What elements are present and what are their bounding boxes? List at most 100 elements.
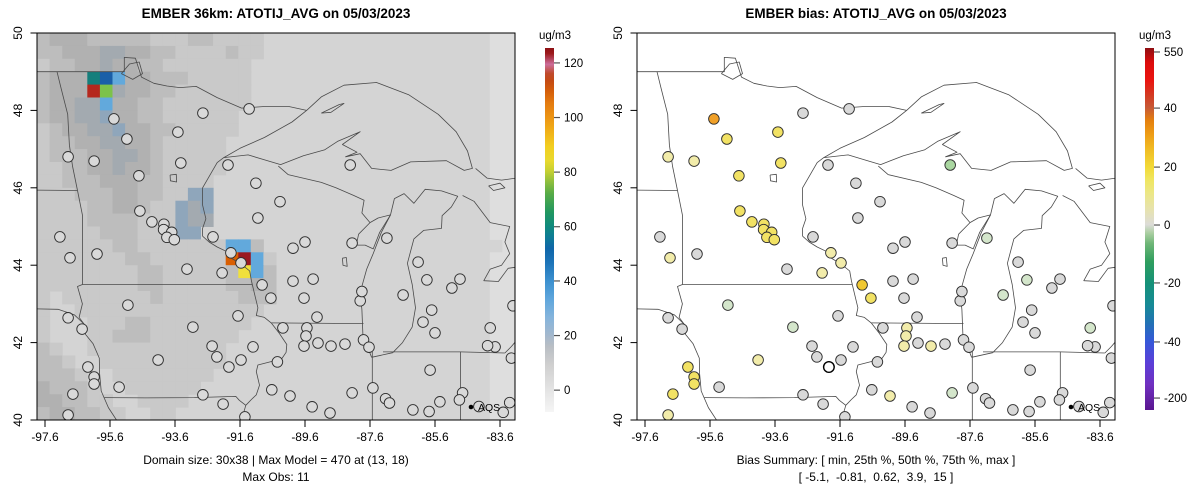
raster-cell [37, 278, 51, 292]
raster-cell [99, 162, 113, 176]
obs-point [1105, 352, 1115, 364]
raster-cell [74, 97, 88, 111]
raster-cell [213, 136, 227, 150]
y-tick-label: 42 [611, 336, 625, 350]
raster-cell [112, 213, 126, 227]
raster-cell [87, 329, 101, 344]
obs-point [88, 378, 100, 390]
obs-point [76, 323, 88, 335]
raster-cell [200, 303, 214, 318]
raster-cell [37, 136, 51, 150]
raster-cell [502, 162, 515, 176]
obs-point [222, 159, 234, 171]
raster-cell [187, 84, 201, 98]
raster-cell [502, 33, 515, 47]
raster-cell [489, 84, 503, 98]
obs-point [346, 237, 358, 249]
raster-cell [187, 355, 201, 369]
obs-point [299, 236, 311, 248]
raster-cell [238, 291, 252, 305]
raster-cell [125, 329, 139, 344]
raster-cell [175, 187, 189, 202]
obs-point [505, 352, 515, 364]
raster-cell [187, 33, 201, 47]
raster-cell [200, 368, 214, 382]
raster-cell [137, 226, 151, 240]
raster-cell [175, 213, 189, 227]
raster-cell [74, 162, 88, 176]
obs-point [287, 275, 299, 287]
raster-cell [502, 58, 515, 73]
drummond-island [1088, 182, 1106, 191]
raster-cell [162, 342, 176, 356]
raster-cell [49, 342, 63, 356]
x-tick-label: -97.6 [31, 430, 59, 444]
raster-cell [213, 291, 227, 305]
colorbar-tick-label: 0 [564, 385, 570, 397]
obs-point [197, 389, 209, 401]
obs-point [217, 398, 229, 410]
obs-point [662, 409, 674, 420]
raster-cell [137, 342, 151, 356]
colorbar-tick-label: 80 [564, 167, 577, 179]
state-borders [637, 57, 1115, 420]
raster-cell [37, 342, 51, 356]
raster-cell [87, 213, 101, 227]
raster-cell [150, 84, 164, 98]
obs-point [252, 212, 264, 224]
raster-cell [187, 329, 201, 344]
obs-point [434, 396, 446, 408]
raster-cell [175, 45, 189, 60]
obs-point [688, 378, 700, 390]
raster-cell [49, 278, 63, 292]
raster-cell [137, 291, 151, 305]
raster-cell [37, 381, 51, 395]
obs-point [662, 312, 674, 324]
raster-cell [150, 342, 164, 356]
obs-point [344, 159, 356, 171]
obs-point [1017, 316, 1029, 328]
raster-cell [87, 187, 101, 202]
obs-point [877, 322, 889, 334]
raster-cell [200, 329, 214, 344]
raster-cell [187, 174, 201, 189]
obs-point [983, 397, 996, 409]
raster-cell [213, 71, 227, 86]
raster-cell [74, 84, 88, 98]
aqs-legend-label: AQS [478, 402, 500, 414]
raster-cell [112, 200, 126, 215]
colorbar-tick-label: 0 [1164, 220, 1170, 232]
raster-cell [137, 45, 151, 60]
raster-cell [489, 381, 503, 395]
raster-cell [74, 123, 88, 137]
y-axis: 40 42 44 46 48 50 [611, 26, 637, 427]
raster-cell [74, 239, 88, 253]
raster-cell [87, 200, 101, 215]
raster-cell [49, 213, 63, 227]
raster-cell [150, 45, 164, 60]
raster-cell [112, 239, 126, 253]
obs-point [62, 151, 74, 163]
raster-cell [150, 123, 164, 137]
raster-cell [99, 316, 113, 331]
raster-cell [37, 45, 51, 60]
raster-cell [37, 368, 51, 382]
lake-of-the-woods [121, 61, 143, 80]
obs-point [239, 411, 251, 420]
mille-lacs-lake [169, 173, 178, 183]
obs-point [1073, 400, 1085, 413]
raster-cell [175, 110, 189, 124]
obs-point [884, 390, 896, 402]
raster-cell [489, 187, 503, 202]
raster-cell [187, 381, 201, 395]
raster-cell [99, 97, 113, 111]
obs-point [424, 364, 436, 376]
obs-point [746, 216, 758, 228]
raster-cell [187, 45, 201, 60]
obs-point [197, 107, 209, 119]
x-tick-label: -91.6 [226, 430, 254, 444]
raster-cell [137, 97, 151, 111]
lake-superior [823, 82, 1073, 171]
raster-cell [489, 368, 503, 382]
raster-cell [99, 355, 113, 369]
